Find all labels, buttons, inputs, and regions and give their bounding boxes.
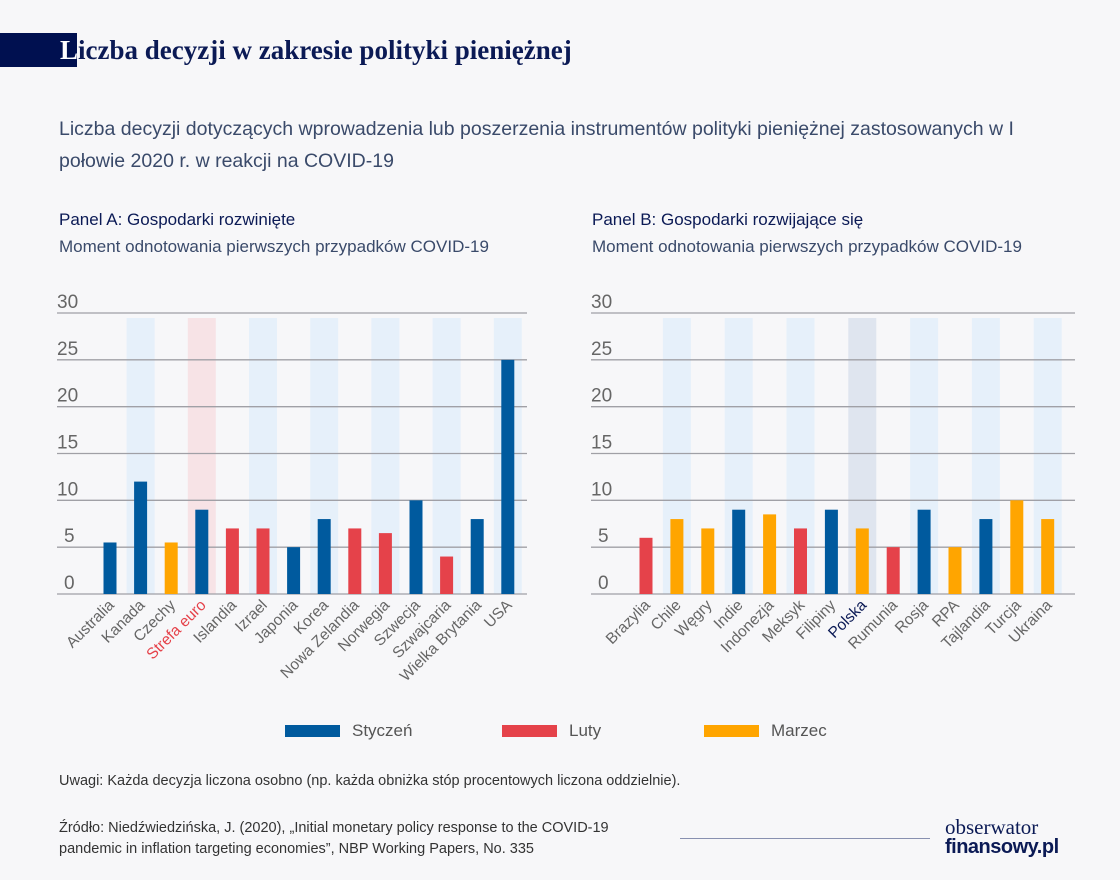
footnote: Uwagi: Każda decyzja liczona osobno (np.… <box>59 773 681 789</box>
legend-item-styczen: Styczeń <box>285 721 412 741</box>
bar-czechy <box>164 542 178 594</box>
bar-rosja <box>917 509 931 594</box>
y-tick-label: 10 <box>57 479 78 500</box>
logo: obserwator finansowy.pl <box>945 815 1059 858</box>
bar-brazylia <box>639 537 653 594</box>
bar-norwegia <box>378 533 392 594</box>
bar-rumunia <box>886 547 900 594</box>
bar-polska <box>855 528 869 594</box>
bar-indonezja <box>763 514 777 594</box>
bar-strefa-euro <box>195 509 209 594</box>
y-tick-label: 25 <box>57 339 78 360</box>
y-tick-label: 10 <box>591 479 612 500</box>
bar-wielka-brytania <box>470 519 484 594</box>
bar-meksyk <box>794 528 807 594</box>
bar-szwajcaria <box>440 556 454 594</box>
y-tick-label: 30 <box>591 292 612 313</box>
legend-label: Marzec <box>771 721 827 740</box>
bar-nowa-zelandia <box>348 528 362 594</box>
y-tick-label: 15 <box>57 433 78 454</box>
title-rest: iczba decyzji w zakresie polityki pienię… <box>78 35 572 65</box>
legend-item-marzec: Marzec <box>704 721 827 741</box>
chart-subtitle: Liczba decyzji dotyczących wprowadzenia … <box>59 118 1014 172</box>
page-title: Liczba decyzji w zakresie polityki pieni… <box>60 33 572 67</box>
y-tick-label: 5 <box>598 526 609 547</box>
legend-swatch <box>285 725 340 737</box>
y-tick-label: 5 <box>64 526 75 547</box>
panel-a-subtitle: Moment odnotowania pierwszych przypadków… <box>59 237 489 256</box>
x-tick-label: USA <box>481 596 516 631</box>
category-band <box>432 318 461 594</box>
panel-b-title: Panel B: Gospodarki rozwijające się <box>592 210 864 229</box>
divider <box>680 838 930 839</box>
bar-kanada <box>134 481 148 594</box>
bar-charts: 051015202530AustraliaKanadaCzechyStrefa … <box>57 292 1075 685</box>
bar-turcja <box>1010 500 1024 594</box>
bar-korea <box>317 519 331 594</box>
legend-label: Luty <box>569 721 602 740</box>
panel-a-title: Panel A: Gospodarki rozwinięte <box>59 210 296 229</box>
source-line-2: pandemic in inflation targeting economie… <box>59 841 534 857</box>
bar-indie <box>732 509 746 594</box>
panel-b-subtitle: Moment odnotowania pierwszych przypadków… <box>592 237 1022 256</box>
bar-węgry <box>701 528 715 594</box>
logo-line-2: finansowy.pl <box>945 836 1059 858</box>
bar-islandia <box>225 528 239 594</box>
legend-swatch <box>704 725 759 737</box>
bar-australia <box>103 542 117 594</box>
bar-szwecja <box>409 500 423 594</box>
x-tick-label: Rosja <box>892 597 932 637</box>
y-tick-label: 15 <box>591 433 612 454</box>
bar-izrael <box>256 528 270 594</box>
bar-filipiny <box>824 509 838 594</box>
legend-item-luty: Luty <box>502 721 601 741</box>
bar-ukraina <box>1041 519 1055 594</box>
bar-chile <box>670 519 684 594</box>
y-tick-label: 30 <box>57 292 78 313</box>
bar-rpa <box>948 547 962 594</box>
y-tick-label: 0 <box>64 573 75 594</box>
y-tick-label: 0 <box>598 573 609 594</box>
bar-tajlandia <box>979 519 993 594</box>
y-tick-label: 25 <box>591 339 612 360</box>
title-accent-band <box>0 33 77 67</box>
source: Źródło: Niedźwiedzińska, J. (2020), „Ini… <box>59 818 609 860</box>
source-line-1: Źródło: Niedźwiedzińska, J. (2020), „Ini… <box>59 820 609 836</box>
title-first-letter: L <box>60 35 79 65</box>
y-tick-label: 20 <box>591 386 612 407</box>
bar-usa <box>501 359 515 594</box>
bar-japonia <box>287 547 301 594</box>
x-tick-label: Brazylia <box>603 597 654 648</box>
legend-label: Styczeń <box>352 721 413 740</box>
legend-swatch <box>502 725 557 737</box>
y-tick-label: 20 <box>57 386 78 407</box>
logo-line-1: obserwator <box>945 815 1039 839</box>
